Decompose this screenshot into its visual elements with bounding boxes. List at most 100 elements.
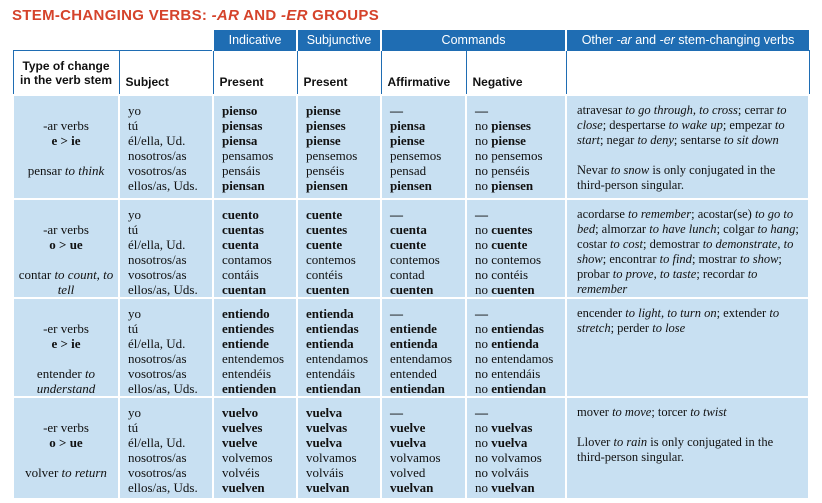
other-paragraph: Nevar to snow is only conjugated in the … xyxy=(577,163,802,193)
subject: él/ella, Ud. xyxy=(128,237,186,252)
verb-form: vuelva xyxy=(306,405,343,420)
verb-form: contamos xyxy=(222,252,272,267)
negative-cell: — no pienses no piense no pensemos no penséi… xyxy=(464,94,568,200)
verb-form: vuelven xyxy=(222,480,265,495)
verb-form: entendamos xyxy=(390,351,453,366)
verb-form: — xyxy=(475,405,488,420)
verb-form: cuenta xyxy=(390,222,427,237)
other-text: acordarse xyxy=(577,207,629,221)
verb-form: piensa xyxy=(390,118,426,133)
header-text: -er xyxy=(659,33,675,47)
verb-form: piensas xyxy=(222,118,263,133)
other-text: to close xyxy=(577,103,787,132)
verb-form: entiendan xyxy=(306,381,361,396)
other-text: to prove, to taste xyxy=(612,267,697,281)
subject: nosotros/as xyxy=(128,148,187,163)
verb-form: no pienses xyxy=(475,118,531,133)
verb-form: no contemos xyxy=(475,252,542,267)
other-text: to wake up xyxy=(668,118,723,132)
verb-row: -er verbs e > ie entender to understand yo t… xyxy=(12,297,811,398)
other-text: to have lunch xyxy=(649,222,717,236)
subject: vosotros/as xyxy=(128,465,187,480)
verb-form: entienda xyxy=(306,306,354,321)
verb-form: entiendas xyxy=(306,321,359,336)
other-text: mover xyxy=(577,405,613,419)
verb-form: cuento xyxy=(222,207,259,222)
verb-form: cuenten xyxy=(390,282,434,297)
verb-form: no cuente xyxy=(475,237,528,252)
verb-class: -ar verbs xyxy=(43,118,89,133)
verb-form: entiendan xyxy=(390,381,445,396)
subject: él/ella, Ud. xyxy=(128,133,186,148)
subject: nosotros/as xyxy=(128,450,187,465)
verb-form: entended xyxy=(390,366,437,381)
header-row: Indicative Subjunctive Commands Other -ar a… xyxy=(13,30,810,51)
verb-form: no cuentes xyxy=(475,222,533,237)
stem-change: o > ue xyxy=(49,435,83,450)
subject: él/ella, Ud. xyxy=(128,435,186,450)
subjunctive-cell: cuente cuentes cuente contemos contéis cuente… xyxy=(296,198,382,299)
other-text: to snow xyxy=(610,163,650,177)
header-text: Other xyxy=(581,33,617,47)
verb-form: no piensen xyxy=(475,178,534,193)
subject: ellos/as, Uds. xyxy=(128,178,198,193)
verb-form: no vuelva xyxy=(475,435,528,450)
type-cell: -ar verbs e > ie pensar to think xyxy=(12,94,120,200)
verb-form: — xyxy=(390,306,403,321)
header-text: and xyxy=(631,33,660,47)
verb-form: pienso xyxy=(222,103,258,118)
verb-form: entendáis xyxy=(306,366,356,381)
other-text: to sit down xyxy=(723,133,779,147)
title-part: GROUPS xyxy=(307,7,379,24)
other-text: ; empezar xyxy=(722,118,775,132)
subject: vosotros/as xyxy=(128,163,187,178)
verb-form: cuente xyxy=(306,207,343,222)
subject: yo xyxy=(128,103,141,118)
example-text: contar xyxy=(18,267,55,282)
verb-form: no contéis xyxy=(475,267,529,282)
other-text: ; acostar(se) xyxy=(691,207,755,221)
verb-form: volvéis xyxy=(222,465,260,480)
verb-form: cuenten xyxy=(306,282,350,297)
verb-form: no piense xyxy=(475,133,526,148)
table-body: Indicative Subjunctive Commands Other -ar a… xyxy=(12,30,811,500)
subject: yo xyxy=(128,405,141,420)
example-text: to count, to tell xyxy=(54,267,114,297)
header-text: -ar xyxy=(616,33,632,47)
other-text: ; perder xyxy=(610,321,653,335)
other-paragraph: encender to light, to turn on; extender … xyxy=(577,306,802,336)
stem-change: o > ue xyxy=(49,237,83,252)
negative-cell: — no vuelvas no vuelva no volvamos no volvái… xyxy=(464,396,568,500)
verb-form: pensamos xyxy=(222,148,274,163)
verb-form: piensan xyxy=(222,178,265,193)
subject: yo xyxy=(128,207,141,222)
other-verbs-cell: encender to light, to turn on; extender … xyxy=(565,297,811,398)
verb-form: volved xyxy=(390,465,426,480)
verb-form: pensemos xyxy=(390,148,442,163)
verb-form: volvemos xyxy=(222,450,273,465)
verb-form: no entendamos xyxy=(475,351,554,366)
verb-form: vuelvas xyxy=(306,420,348,435)
indicative-cell: cuento cuentas cuenta contamos contáis cuenta… xyxy=(212,198,298,299)
verb-form: piense xyxy=(390,133,425,148)
other-text: to twist xyxy=(690,405,727,419)
verb-form: pensemos xyxy=(306,148,358,163)
other-text: ; extender xyxy=(716,306,770,320)
type-cell: -ar verbs o > ue contar to count, to tell xyxy=(12,198,120,299)
header-text: in the verb stem xyxy=(19,72,113,87)
column-header: Type of change in the verb stem xyxy=(12,50,120,96)
subject-cell: yo tú él/ella, Ud. nosotros/as vosotros/as el… xyxy=(118,94,214,200)
other-verbs-cell: acordarse to remember; acostar(se) to go… xyxy=(565,198,811,299)
other-text: to remember xyxy=(628,207,692,221)
verb-form: entiendes xyxy=(222,321,274,336)
subject: ellos/as, Uds. xyxy=(128,282,198,297)
other-text: ; probar xyxy=(577,252,782,281)
verb-form: no entendáis xyxy=(475,366,541,381)
other-text: ; almorzar xyxy=(595,222,650,236)
header-row: Type of change in the verb stem Subject Pre… xyxy=(12,50,810,96)
negative-cell: — no cuentes no cuente no contemos no contéi… xyxy=(464,198,568,299)
type-cell: -er verbs e > ie entender to understand xyxy=(12,297,120,398)
verb-form: vuelvan xyxy=(390,480,434,495)
affirmative-cell: — cuenta cuente contemos contad cuenten xyxy=(380,198,467,299)
example-verb: entender to understand xyxy=(16,366,116,395)
